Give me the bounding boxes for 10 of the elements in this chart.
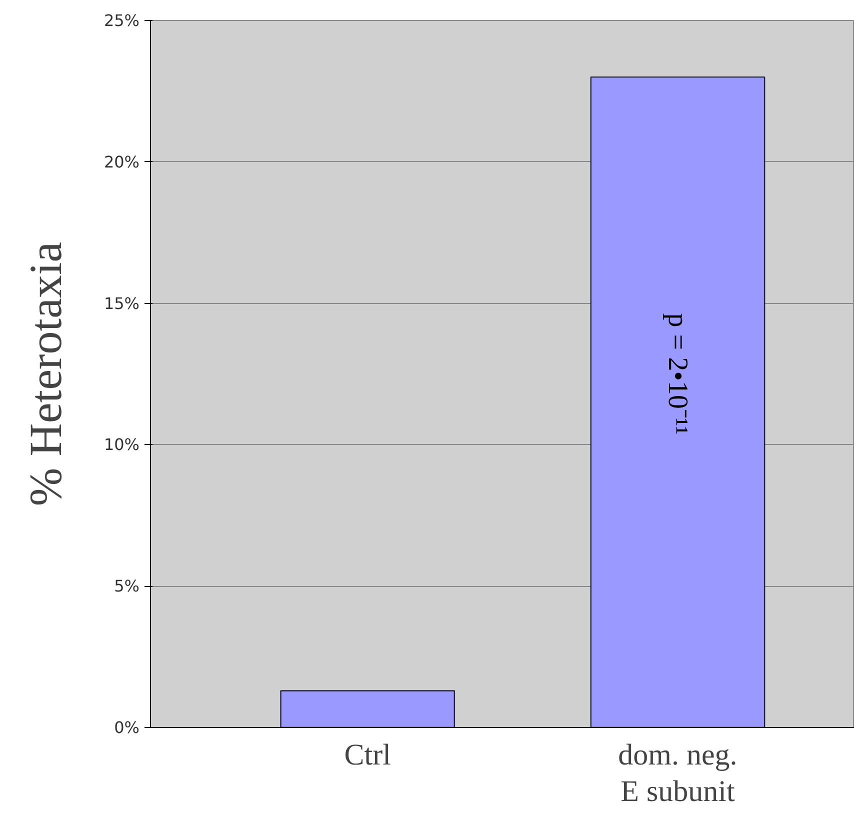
- y-tick-label: 20%: [104, 152, 140, 172]
- y-tick-label: 0%: [114, 718, 140, 737]
- x-tick-label: dom. neg. E subunit: [618, 738, 738, 808]
- y-axis-title: % Heterotaxia: [20, 242, 71, 506]
- y-tick-label: 15%: [104, 294, 140, 313]
- x-tick-label: Ctrl: [344, 738, 391, 772]
- y-tick-label: 5%: [114, 576, 140, 596]
- y-tick-label: 10%: [104, 435, 140, 454]
- annotation: p = 2•10⁻¹¹: [662, 313, 694, 435]
- y-tick-label: 25%: [104, 11, 140, 30]
